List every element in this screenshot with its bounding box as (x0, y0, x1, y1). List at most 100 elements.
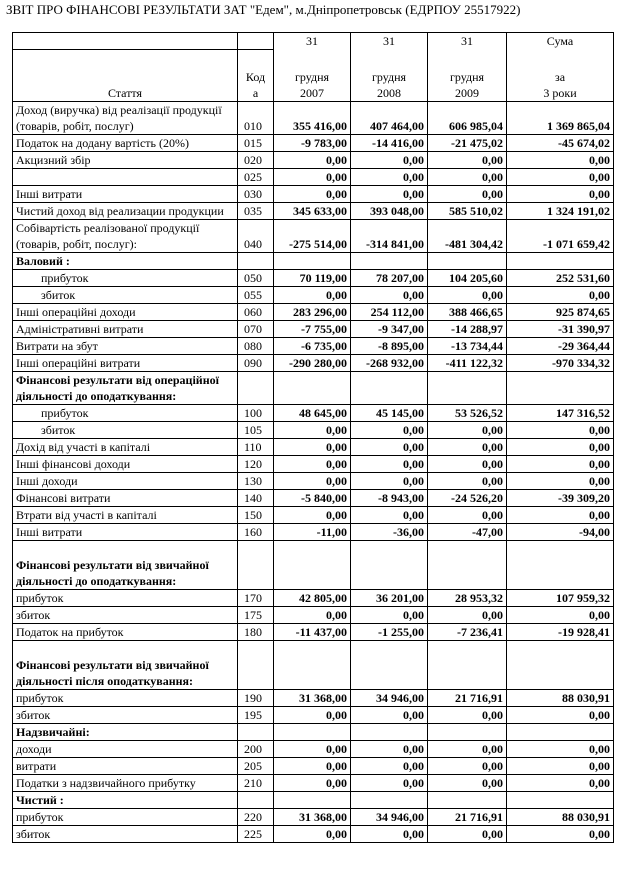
row-code: 035 (237, 202, 274, 220)
row-label: Акцизний збір (12, 151, 238, 169)
row-value: 0,00 (427, 286, 507, 304)
row-value: 0,00 (273, 472, 351, 490)
row-value: 0,00 (506, 455, 614, 473)
row-value: -8 895,00 (350, 337, 428, 355)
table-row: Собівартість реалізованої продукції (тов… (12, 219, 614, 253)
row-label: прибуток (12, 269, 238, 287)
row-value (273, 540, 351, 590)
row-value: -6 735,00 (273, 337, 351, 355)
row-value: 147 316,52 (506, 404, 614, 422)
table-row: витрати 205 0,00 0,00 0,00 0,00 (12, 757, 614, 775)
row-value: -7 755,00 (273, 320, 351, 338)
row-label: Податок на додану вартість (20%) (12, 134, 238, 152)
column-top: 31 (306, 34, 318, 48)
header-cell (237, 32, 274, 50)
row-value: 0,00 (273, 825, 351, 843)
table-row: Інші операційні доходи 060 283 296,00 254 1… (12, 303, 614, 321)
row-code: 150 (237, 506, 274, 524)
row-value: 0,00 (427, 421, 507, 439)
row-value: 0,00 (350, 168, 428, 186)
row-code: 180 (237, 623, 274, 641)
row-code: 105 (237, 421, 274, 439)
row-code: 160 (237, 523, 274, 541)
table-row: Інші витрати 030 0,00 0,00 0,00 0,00 (12, 185, 614, 203)
row-value: 0,00 (506, 151, 614, 169)
row-value: 0,00 (350, 438, 428, 456)
row-value: 0,00 (506, 506, 614, 524)
row-value: 0,00 (273, 168, 351, 186)
row-value (273, 371, 351, 405)
column-label: 2007 (300, 86, 324, 100)
row-value: -8 943,00 (350, 489, 428, 507)
table-row: доходи 200 0,00 0,00 0,00 0,00 (12, 740, 614, 758)
table-row: Адміністративні витрати 070 -7 755,00 -9 34… (12, 320, 614, 338)
row-code: 015 (237, 134, 274, 152)
row-value: 0,00 (427, 606, 507, 624)
row-value: 0,00 (506, 757, 614, 775)
row-label: Інші фінансові доходи (12, 455, 238, 473)
row-value: -39 309,20 (506, 489, 614, 507)
row-value: 0,00 (506, 740, 614, 758)
column-label: 2008 (377, 86, 401, 100)
row-value: 0,00 (506, 825, 614, 843)
row-code (237, 791, 274, 809)
row-value: 0,00 (427, 168, 507, 186)
row-value: 0,00 (273, 740, 351, 758)
row-code: 220 (237, 808, 274, 826)
row-label: Чистий : (12, 791, 238, 809)
row-value: -1 071 659,42 (506, 219, 614, 253)
table-row: збиток 175 0,00 0,00 0,00 0,00 (12, 606, 614, 624)
row-value: 0,00 (506, 286, 614, 304)
row-value: 1 369 865,04 (506, 101, 614, 135)
row-label: Валовий : (12, 252, 238, 270)
row-value (506, 640, 614, 690)
row-value: 0,00 (350, 472, 428, 490)
row-value: 0,00 (273, 506, 351, 524)
row-value: 42 805,00 (273, 589, 351, 607)
row-value (350, 540, 428, 590)
row-code: 100 (237, 404, 274, 422)
column-label: Стаття (107, 86, 143, 100)
row-label: Витрати на збут (12, 337, 238, 355)
row-value: 0,00 (350, 185, 428, 203)
table-row: Інші фінансові доходи 120 0,00 0,00 0,00 0,00 (12, 455, 614, 473)
row-value (506, 252, 614, 270)
row-value: 36 201,00 (350, 589, 428, 607)
row-value: -275 514,00 (273, 219, 351, 253)
row-label: доходи (12, 740, 238, 758)
row-label: прибуток (12, 808, 238, 826)
row-value: 21 716,91 (427, 808, 507, 826)
row-value: -5 840,00 (273, 489, 351, 507)
row-label: Інші операційні витрати (12, 354, 238, 372)
row-label: збиток (12, 606, 238, 624)
table-row: Податок на прибуток 180 -11 437,00 -1 255,0… (12, 623, 614, 641)
row-value: -481 304,42 (427, 219, 507, 253)
row-label: Надзвичайні: (12, 723, 238, 741)
row-label: збиток (12, 286, 238, 304)
row-value (427, 252, 507, 270)
column-label: грудня (449, 70, 485, 84)
row-value (506, 371, 614, 405)
column-top: Сума (546, 34, 574, 48)
row-value: 0,00 (350, 455, 428, 473)
row-value (350, 640, 428, 690)
row-label: Доход (виручка) від реалізації продукції… (12, 101, 238, 135)
row-value (427, 540, 507, 590)
table-row: збиток 225 0,00 0,00 0,00 0,00 (12, 825, 614, 843)
row-value: 283 296,00 (273, 303, 351, 321)
row-code (237, 252, 274, 270)
row-label: Чистий доход від реализации продукции (12, 202, 238, 220)
row-value: -14 288,97 (427, 320, 507, 338)
row-code: 090 (237, 354, 274, 372)
table-row: прибуток 190 31 368,00 34 946,00 21 716,91 88… (12, 689, 614, 707)
row-code: 210 (237, 774, 274, 792)
row-value: 0,00 (273, 286, 351, 304)
row-label: Фінансові результати від звичайної діяль… (12, 640, 238, 690)
row-code: 195 (237, 706, 274, 724)
header-cell: грудня 2007 (273, 49, 351, 102)
row-label: Інші витрати (12, 523, 238, 541)
row-value: 48 645,00 (273, 404, 351, 422)
row-value: 0,00 (273, 151, 351, 169)
row-code: 070 (237, 320, 274, 338)
row-value: 0,00 (350, 506, 428, 524)
